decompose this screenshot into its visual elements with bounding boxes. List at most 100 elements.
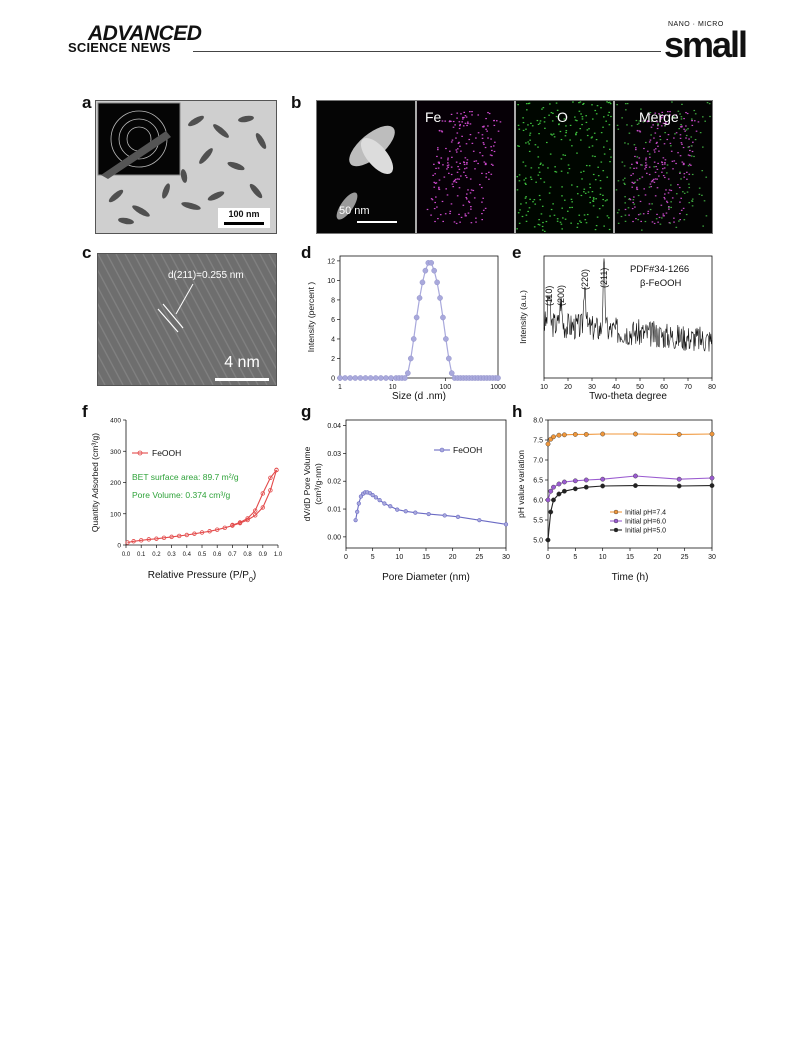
data-point	[352, 375, 359, 381]
data-point	[676, 431, 682, 437]
data-point	[551, 484, 556, 490]
data-point	[222, 525, 227, 531]
x-axis-label: Pore Diameter (nm)	[382, 572, 470, 583]
eds-mapping: 50 nm Fe O Merge	[316, 100, 713, 234]
x-tick-label: 15	[422, 554, 430, 561]
data-point	[131, 539, 136, 544]
panel-letter-f: f	[82, 402, 88, 421]
panel-letter-h: h	[512, 402, 523, 421]
header-rule	[193, 51, 661, 52]
data-point	[503, 522, 509, 527]
data-point	[448, 370, 455, 376]
data-point	[495, 375, 501, 381]
data-point	[633, 483, 638, 489]
data-point	[382, 501, 387, 506]
data-point	[357, 375, 364, 381]
y-tick-label: 7.5	[533, 438, 543, 445]
x-tick-label: 10	[389, 384, 397, 391]
y-tick-label: 5.0	[533, 538, 543, 545]
data-point	[572, 431, 578, 437]
data-point	[556, 491, 562, 497]
y-tick-label: 200	[110, 480, 121, 487]
journal-name: small	[664, 24, 748, 65]
plot-frame	[543, 255, 713, 379]
x-tick-label: 10	[395, 554, 403, 561]
panel-letter-a: a	[82, 93, 92, 112]
x-tick-label: 15	[626, 554, 634, 561]
data-point	[633, 473, 638, 479]
y-tick-label: 4	[331, 336, 335, 343]
y-tick-label: 0.04	[327, 423, 341, 430]
data-point	[161, 535, 167, 541]
y-tick-label: 12	[327, 258, 335, 265]
data-point	[428, 260, 435, 266]
legend-marker	[137, 450, 143, 456]
eds-scale-bar	[357, 221, 397, 223]
x-tick-label: 50	[636, 384, 644, 391]
y-tick-label: 100	[110, 511, 121, 518]
data-point	[377, 498, 382, 503]
x-tick-label: 70	[684, 384, 692, 391]
data-point	[600, 431, 606, 437]
series-line-0	[547, 433, 713, 445]
data-point	[709, 431, 715, 437]
y-tick-label: 0.00	[327, 534, 341, 541]
x-tick-label: 5	[371, 554, 375, 561]
series-line	[355, 491, 507, 525]
data-point	[676, 483, 682, 489]
y-tick-label: 2	[331, 356, 335, 363]
data-point	[562, 432, 567, 438]
data-point	[252, 513, 258, 518]
peak-label: (200)	[556, 285, 566, 306]
eds-tiles	[317, 101, 712, 233]
data-point	[419, 279, 426, 286]
legend-label: FeOOH	[152, 448, 181, 458]
data-point	[455, 514, 461, 519]
data-point	[370, 493, 375, 498]
data-point	[413, 314, 420, 321]
panel-letter-c: c	[82, 243, 92, 262]
data-point	[440, 314, 446, 321]
series-line-1	[547, 475, 713, 501]
chart-bet-isotherm: 0.0 0.1 0.2 0.3 0.4 0.5 0.6 0.7 0.8 0.9 1.0 0 100 200…	[90, 418, 283, 584]
data-point	[383, 375, 389, 381]
data-point	[410, 336, 417, 342]
data-point	[395, 507, 400, 512]
series-line	[340, 262, 498, 379]
y-tick-label: 400	[110, 418, 121, 425]
y-tick-label: 0.01	[327, 507, 341, 514]
tem-particles	[96, 101, 276, 233]
y-axis-label: Intensity (a.u.)	[518, 290, 528, 344]
y-tick-label: 8.0	[533, 418, 543, 425]
panel-letter-b: b	[291, 93, 302, 112]
data-point	[572, 486, 578, 492]
data-point	[139, 538, 144, 543]
x-axis-label: Two-theta degree	[589, 391, 667, 402]
y-tick-label: 8	[331, 297, 335, 304]
data-point	[434, 279, 440, 286]
data-point	[600, 476, 606, 482]
data-point	[169, 534, 174, 540]
data-point	[337, 375, 343, 381]
data-point	[378, 375, 384, 381]
bet-surface-area-note: BET surface area: 89.7 m²/g	[132, 472, 239, 482]
data-point	[403, 509, 408, 514]
data-point	[154, 536, 159, 541]
tem-image: 100 nm	[95, 100, 277, 234]
x-tick-label: 1.0	[274, 552, 283, 558]
data-point	[260, 491, 265, 496]
data-point	[562, 479, 567, 485]
chart-dls-size: 1 10 100 1000 0 2 4 6 8 10 12 Size (d .nm) Intensity…	[306, 255, 506, 402]
y-tick-label: 5.5	[533, 518, 543, 525]
data-point	[207, 529, 212, 534]
legend-marker	[613, 518, 619, 524]
x-tick-label: 0.4	[183, 552, 192, 558]
data-point	[556, 432, 562, 438]
x-tick-label: 20	[449, 554, 457, 561]
x-tick-label: 0	[344, 554, 348, 561]
data-point	[146, 537, 151, 542]
data-point	[184, 532, 189, 538]
data-point	[556, 481, 562, 487]
x-tick-label: 0.0	[122, 552, 131, 558]
data-point	[583, 431, 589, 437]
